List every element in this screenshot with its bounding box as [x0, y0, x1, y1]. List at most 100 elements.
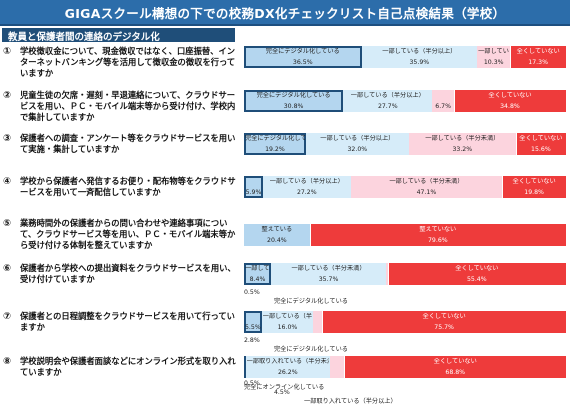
- segment-value: 10.3%: [483, 59, 504, 66]
- segment-value: 79.6%: [428, 237, 448, 244]
- bar-segment: [502, 176, 566, 198]
- bar-segment: [453, 90, 566, 112]
- segment-label: 完全にデジタル化している: [245, 135, 305, 142]
- section-title: 教員と保護者間の連絡のデジタル化: [8, 32, 160, 43]
- segment-label: 全くしていない: [455, 265, 499, 272]
- segment-value: 47.1%: [416, 189, 437, 196]
- question-text: 児童生徒の欠席・遅刻・早退連絡について、クラウドサービスを用い、ＰＣ・モバイル端…: [20, 90, 236, 122]
- segment-label: 全くしていない: [516, 48, 560, 55]
- segment-value: 36.5%: [292, 59, 313, 66]
- outside-label: 完全にデジタル化している: [274, 346, 348, 353]
- segment-label: 整えていない: [419, 226, 457, 233]
- segment-value: 35.9%: [409, 59, 430, 66]
- bar-segment: [244, 263, 272, 285]
- segment-label: 全くしていない: [512, 178, 556, 185]
- segment-label: 完全にデジタル化している: [265, 48, 340, 55]
- bar-segment: [244, 90, 344, 112]
- segment-value: 33.2%: [452, 146, 473, 153]
- stacked-bar: 完全にデジタル化している 36.5% 一部している（半分以上） 35.9% 一部している…: [244, 46, 566, 68]
- question-number: ④: [3, 176, 12, 187]
- segment-value: 20.4%: [267, 237, 287, 244]
- segment-value: 5.9%: [245, 189, 262, 196]
- outside-label: 2.8%: [244, 337, 260, 344]
- bar-segment: [244, 46, 362, 68]
- question-text: 学校徴収金について、現金徴収ではなく、口座振替、インターネットバンキング等を活用…: [20, 46, 236, 78]
- bar-segment: [344, 356, 566, 378]
- segment-label: 整えている: [261, 226, 293, 233]
- question-text: 保護者への調査・アンケート等をクラウドサービスを用いて実施・集計していますか: [20, 133, 236, 154]
- bar-segment: [329, 356, 345, 378]
- segment-label: 全くしていない: [433, 358, 477, 365]
- segment-value: 68.8%: [445, 369, 466, 376]
- segment-label: 一部している（半分未満）: [478, 48, 509, 55]
- segment-label: 一部している（半分未満）: [291, 265, 366, 272]
- question-text: 業務時間外の保護者からの問い合わせや連絡事項について、クラウドサービス等を用い、…: [20, 218, 236, 250]
- segment-value: 19.2%: [265, 146, 285, 153]
- question-text: 保護者との日程調整をクラウドサービスを用いて行っていますか: [20, 311, 235, 332]
- bar-segment: [244, 311, 262, 333]
- segment-label: 一部している（半分未満）: [389, 178, 464, 185]
- segment-value: 75.7%: [434, 324, 454, 331]
- segment-value: 26.2%: [277, 369, 298, 376]
- stacked-bar: 完全にデジタル化している 30.8% 一部している（半分以上） 27.7% 6.7% 全く…: [244, 90, 566, 112]
- segment-label: 一部している（半分以上）: [269, 178, 344, 185]
- segment-label: 一部している（半分未満）: [425, 135, 500, 142]
- segment-value: 35.7%: [318, 276, 339, 283]
- question-number: ③: [3, 133, 12, 144]
- bar-segment: [313, 311, 323, 333]
- question-text: 学校説明会や保護者面談などにオンライン形式を取り入れていますか: [20, 356, 236, 377]
- segment-value: 16.0%: [277, 324, 298, 331]
- segment-value: 15.6%: [531, 146, 551, 153]
- bar-segment: [350, 176, 503, 198]
- bar-segment: [515, 133, 566, 155]
- segment-value: 32.0%: [347, 146, 368, 153]
- bar-segment: [244, 224, 310, 246]
- segment-value: 55.4%: [466, 276, 487, 283]
- bar-segment: [244, 176, 263, 198]
- stacked-bar: 整えている 20.4% 整えていない 79.6%: [244, 224, 566, 246]
- bar-segment: [408, 133, 516, 155]
- question-text: 保護者から学校への提出資料をクラウドサービスを用い、受け付けていますか: [20, 263, 236, 284]
- bar-segment: [261, 311, 314, 333]
- segment-value: 6.7%: [435, 103, 451, 110]
- question-number: ⑧: [3, 356, 12, 367]
- outside-label: 4.5%: [274, 389, 290, 396]
- segment-label: 一部している（半分以上）: [350, 92, 425, 99]
- segment-label: 一部している（半分以上）: [382, 48, 457, 55]
- bar-segment: [343, 90, 433, 112]
- segment-value: 34.8%: [500, 103, 520, 110]
- segment-value: 30.8%: [283, 103, 304, 110]
- segment-label: 完全にデジタル化している: [256, 92, 331, 99]
- question-number: ⑦: [3, 311, 12, 322]
- segment-value: 8.4%: [249, 276, 266, 283]
- segment-value: 19.8%: [524, 189, 544, 196]
- question-text: 学校から保護者へ発信するお便り・配布物等をクラウドサービスを用いて一斉配信してい…: [20, 176, 236, 197]
- segment-label: 全くしていない: [488, 92, 532, 99]
- question-number: ①: [3, 46, 12, 57]
- segment-value: 17.3%: [528, 59, 548, 66]
- question-number: ②: [3, 90, 12, 101]
- bar-segment: [244, 133, 306, 155]
- bar-segment: [305, 133, 409, 155]
- stacked-bar: 0.5% 一部取り入れている（半分未満） 26.2% 全くしていない 68.8%: [244, 356, 566, 387]
- segment-label: 全くしていない: [519, 135, 563, 142]
- segment-label: 全くしていない: [422, 313, 466, 320]
- bar-segment: [245, 356, 330, 378]
- stacked-bar: 5.9% 一部している（半分以上） 27.2% 一部している（半分未満） 47.1% 全く…: [244, 176, 566, 198]
- bar-segment: [271, 263, 386, 285]
- page-title: GIGAスクール構想の下での校務DX化チェックリスト自己点検結果（学校）: [64, 6, 506, 21]
- bar-segment: [510, 46, 566, 68]
- stacked-bar: 一部している（半分以上） 8.4% 一部している（半分未満） 35.7% 全くしていない…: [244, 263, 566, 285]
- bar-segment: [322, 311, 566, 333]
- bar-segment: [262, 176, 351, 198]
- stacked-bar: 完全にデジタル化している 19.2% 一部している（半分以上） 32.0% 一部している…: [244, 133, 566, 155]
- bar-segment: [477, 46, 511, 68]
- section-tab: [2, 28, 235, 42]
- title-bar: [0, 0, 570, 26]
- segment-value: 27.2%: [296, 189, 317, 196]
- segment-label: 一部している（半分以上）: [245, 265, 270, 272]
- outside-label: 完全にオンライン化している: [244, 384, 325, 391]
- outside-label: 0.5%: [244, 289, 260, 296]
- question-number: ⑤: [3, 218, 12, 229]
- stacked-bar: 5.5%一部している（半分未満） 16.0% 全くしていない 75.7%: [244, 311, 566, 333]
